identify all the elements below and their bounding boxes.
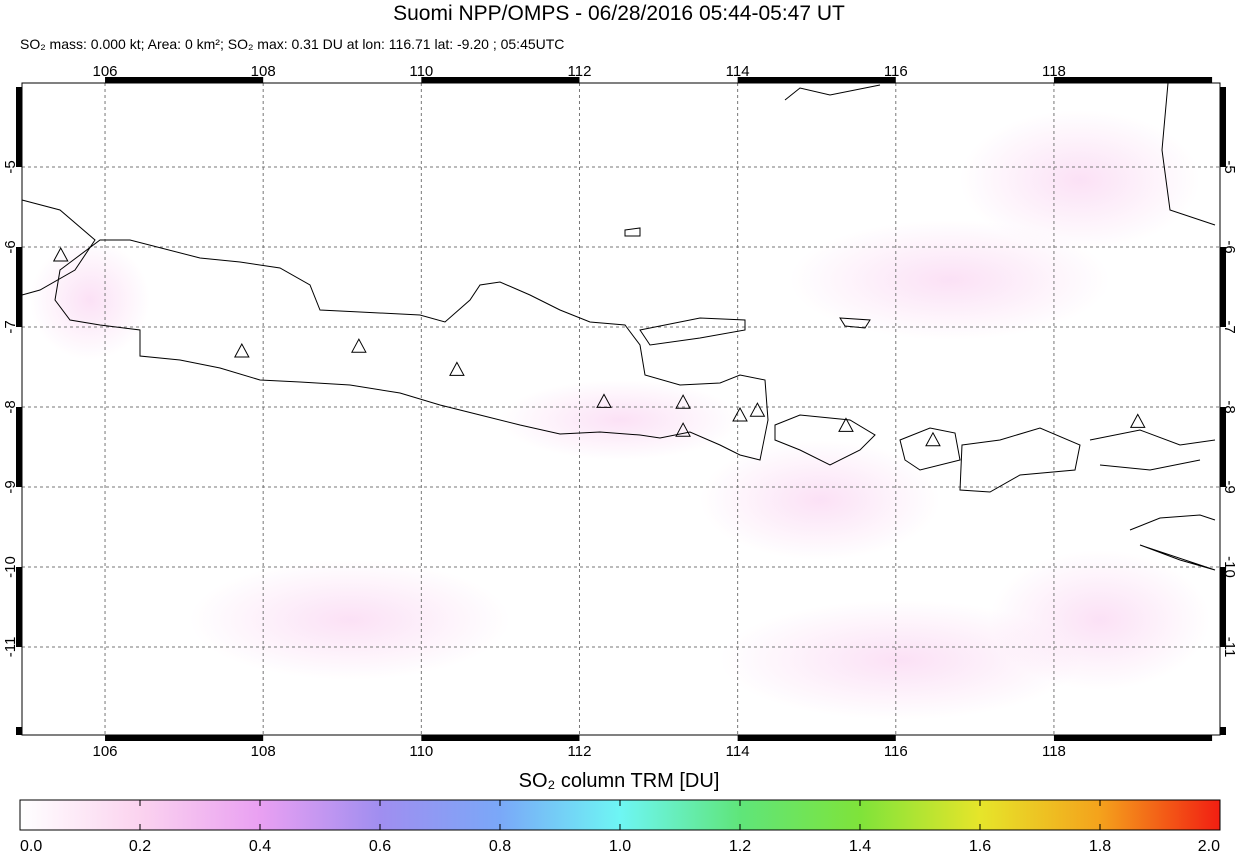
x-tick-label: 112 (568, 63, 592, 80)
y-tick-label: -6 (1221, 240, 1238, 253)
y-tick-label: -8 (1221, 400, 1238, 413)
volcano (351, 338, 367, 353)
haze (30, 110, 1210, 720)
colorbar-tick-label: 0.8 (489, 838, 511, 855)
y-tick-label: -7 (1221, 320, 1238, 333)
frame-bar (16, 247, 22, 327)
y-tick-label: -8 (2, 400, 19, 413)
x-tick-label: 106 (93, 63, 118, 80)
x-tick-label: 118 (1042, 743, 1066, 760)
y-tick-label: -5 (2, 160, 19, 173)
volcano (52, 246, 69, 262)
colorbar-tick-label: 1.8 (1089, 838, 1111, 855)
volcano (732, 406, 748, 422)
y-tick-label: -6 (2, 240, 19, 253)
title: Suomi NPP/OMPS - 06/28/2016 05:44-05:47 … (393, 2, 845, 25)
volcano (1129, 413, 1146, 428)
colorbar-tick-label: 0.0 (20, 838, 42, 855)
frame-bar (1053, 77, 1213, 83)
frame-bars (16, 77, 1226, 741)
x-tick-label: 118 (1042, 63, 1066, 80)
frame-bar (16, 727, 22, 735)
y-tick-label: -7 (2, 320, 19, 333)
colorbar-tick-label: 1.2 (729, 838, 751, 855)
frame-bar (737, 735, 896, 741)
x-tick-label: 114 (726, 63, 750, 80)
volcano (749, 402, 766, 417)
volcanoes (52, 246, 1146, 447)
colorbar-tick-label: 0.4 (249, 838, 271, 855)
frame-bar (421, 77, 580, 83)
colorbar-tick-label: 0.2 (129, 838, 151, 855)
frame-bar (1220, 247, 1226, 327)
colorbar-tick-label: 1.0 (609, 838, 631, 855)
volcano (449, 361, 465, 376)
colorbar-label: SO₂ column TRM [DU] (519, 770, 720, 792)
y-tick-label: -5 (1221, 160, 1238, 173)
colorbar-tick-label: 2.0 (1198, 838, 1220, 855)
subtitle: SO₂ mass: 0.000 kt; Area: 0 km²; SO₂ max… (20, 36, 564, 52)
frame-bar (421, 735, 580, 741)
x-tick-label: 116 (884, 63, 908, 80)
volcano (675, 422, 691, 437)
y-tick-label: -11 (1221, 637, 1238, 658)
x-tick-label: 108 (251, 743, 276, 760)
colorbar-tick-label: 0.6 (369, 838, 391, 855)
frame-bar (1053, 735, 1213, 741)
x-tick-label: 106 (93, 743, 118, 760)
volcano (675, 394, 691, 409)
y-tick-label: -10 (1221, 556, 1238, 578)
colorbar-ticks: 0.0 0.2 0.4 0.6 0.8 1.0 1.2 1.4 1.6 1.8 2.0 (19, 800, 1221, 855)
volcano (233, 342, 250, 358)
frame-bar (105, 77, 264, 83)
tick-labels: 106 106 108 108 110 110 112 112 114 114 116 116 118 1… (2, 63, 1238, 760)
frame-bar (1220, 727, 1226, 735)
frame-bar (1220, 87, 1226, 167)
y-tick-label: -9 (2, 480, 19, 493)
grid (22, 83, 1220, 735)
coastlines (21, 82, 1216, 571)
frame-bar (1220, 567, 1226, 647)
volcano (925, 431, 941, 447)
x-tick-label: 110 (409, 63, 433, 80)
colorbar-tick-label: 1.6 (969, 838, 991, 855)
y-tick-label: -11 (2, 637, 19, 658)
volcano (838, 417, 854, 432)
y-tick-label: -10 (2, 556, 19, 578)
x-tick-label: 116 (884, 743, 908, 760)
volcano (596, 393, 612, 408)
y-tick-label: -9 (1221, 480, 1238, 493)
frame-bar (16, 567, 22, 647)
frame-bar (1220, 407, 1226, 487)
frame-bar (105, 735, 264, 741)
colorbar-tick-label: 1.4 (849, 838, 871, 855)
frame-bar (16, 407, 22, 487)
x-tick-label: 110 (409, 743, 433, 760)
x-tick-label: 112 (568, 743, 592, 760)
x-tick-label: 108 (251, 63, 276, 80)
x-tick-label: 114 (726, 743, 750, 760)
frame-bar (16, 87, 22, 167)
frame-bar (737, 77, 896, 83)
